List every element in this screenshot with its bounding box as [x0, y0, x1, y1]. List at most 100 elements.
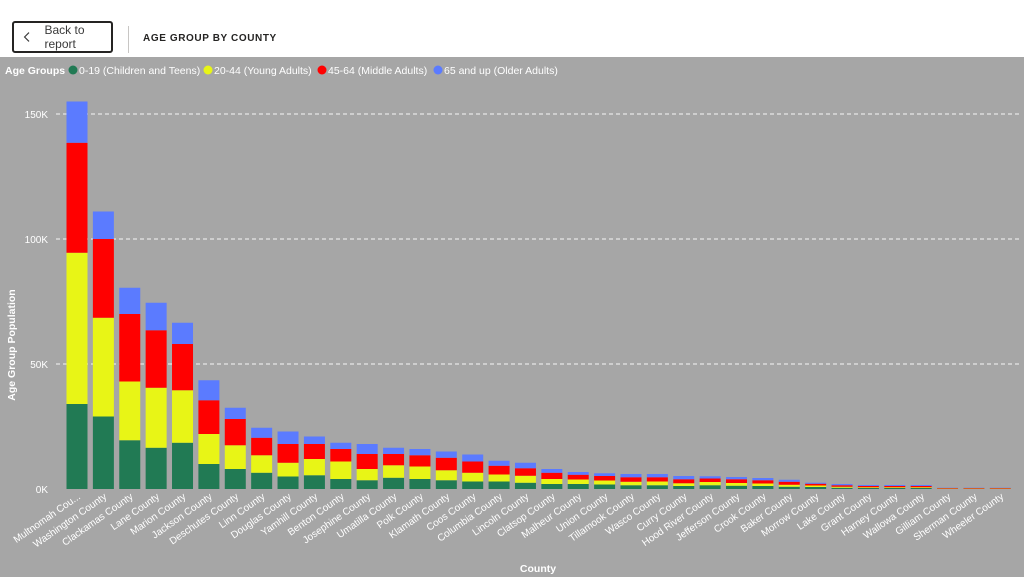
bar-segment[interactable]	[778, 484, 800, 487]
bar-segment[interactable]	[251, 472, 273, 489]
bar-segment[interactable]	[198, 400, 220, 434]
bar-segment[interactable]	[224, 469, 246, 489]
bar-segment[interactable]	[435, 470, 457, 481]
bar-segment[interactable]	[383, 447, 405, 454]
bar-segment[interactable]	[805, 483, 827, 486]
bar-segment[interactable]	[963, 488, 985, 489]
bar-segment[interactable]	[673, 486, 695, 489]
bar-segment[interactable]	[805, 487, 827, 489]
bar-segment[interactable]	[119, 440, 141, 489]
bar-segment[interactable]	[92, 211, 114, 240]
bar-segment[interactable]	[857, 487, 879, 488]
bar-segment[interactable]	[66, 252, 88, 404]
bar-segment[interactable]	[356, 480, 378, 489]
bar-segment[interactable]	[462, 461, 484, 473]
bar-segment[interactable]	[778, 479, 800, 482]
bar-segment[interactable]	[435, 480, 457, 489]
bar-segment[interactable]	[172, 442, 194, 489]
legend-item[interactable]: 45-64 (Middle Adults)	[317, 65, 428, 77]
bar-segment[interactable]	[330, 461, 352, 480]
bar-segment[interactable]	[910, 486, 932, 488]
bar-segment[interactable]	[303, 436, 325, 445]
legend-item[interactable]: 20-44 (Young Adults)	[203, 65, 312, 77]
bar-segment[interactable]	[145, 302, 167, 331]
bar-segment[interactable]	[514, 462, 536, 469]
bar-segment[interactable]	[224, 419, 246, 446]
bar-segment[interactable]	[356, 444, 378, 454]
bar-segment[interactable]	[119, 314, 141, 382]
bar-segment[interactable]	[541, 479, 563, 484]
bar-segment[interactable]	[92, 317, 114, 417]
bar-segment[interactable]	[726, 483, 747, 486]
bar-segment[interactable]	[92, 239, 114, 318]
bar-segment[interactable]	[726, 479, 747, 483]
bar-segment[interactable]	[198, 434, 220, 464]
bar-segment[interactable]	[752, 483, 774, 487]
bar-segment[interactable]	[646, 481, 668, 486]
bar-segment[interactable]	[541, 469, 563, 473]
bar-segment[interactable]	[857, 488, 879, 489]
bar-segment[interactable]	[303, 444, 325, 459]
bar-segment[interactable]	[567, 472, 589, 475]
bar-segment[interactable]	[198, 464, 220, 489]
bar-segment[interactable]	[699, 482, 721, 486]
legend-item[interactable]: 65 and up (Older Adults)	[433, 65, 558, 77]
bar-segment[interactable]	[594, 476, 616, 481]
bar-segment[interactable]	[409, 466, 431, 480]
bar-segment[interactable]	[303, 475, 325, 489]
bar-segment[interactable]	[330, 449, 352, 462]
bar-segment[interactable]	[251, 427, 273, 438]
bar-segment[interactable]	[910, 485, 932, 486]
bar-segment[interactable]	[488, 460, 510, 466]
bar-segment[interactable]	[488, 481, 510, 490]
bar-segment[interactable]	[831, 486, 853, 488]
legend-item[interactable]: 0-19 (Children and Teens)	[68, 65, 201, 77]
bar-segment[interactable]	[673, 476, 695, 480]
bar-segment[interactable]	[66, 404, 88, 489]
bar-segment[interactable]	[884, 485, 906, 486]
bar-segment[interactable]	[805, 482, 827, 484]
bar-segment[interactable]	[646, 485, 668, 489]
bar-segment[interactable]	[567, 484, 589, 489]
bar-segment[interactable]	[172, 344, 194, 391]
bar-segment[interactable]	[251, 437, 273, 456]
bar-segment[interactable]	[119, 381, 141, 441]
bar-segment[interactable]	[831, 485, 853, 487]
bar-segment[interactable]	[910, 488, 932, 489]
bar-segment[interactable]	[726, 485, 747, 489]
bar-segment[interactable]	[514, 475, 536, 483]
bar-segment[interactable]	[462, 472, 484, 482]
bar-segment[interactable]	[383, 477, 405, 489]
bar-segment[interactable]	[752, 486, 774, 489]
bar-segment[interactable]	[831, 487, 853, 489]
bar-segment[interactable]	[145, 387, 167, 448]
bar-segment[interactable]	[594, 484, 616, 490]
bar-segment[interactable]	[330, 479, 352, 489]
bar-segment[interactable]	[646, 474, 668, 478]
bar-segment[interactable]	[277, 444, 299, 463]
bar-segment[interactable]	[778, 481, 800, 485]
bar-segment[interactable]	[356, 454, 378, 469]
bar-segment[interactable]	[92, 416, 114, 490]
bar-segment[interactable]	[778, 486, 800, 489]
bar-segment[interactable]	[277, 462, 299, 477]
bar-segment[interactable]	[910, 487, 932, 488]
bar-segment[interactable]	[937, 488, 959, 489]
bar-segment[interactable]	[541, 484, 563, 489]
bar-segment[interactable]	[699, 476, 721, 479]
bar-segment[interactable]	[145, 330, 167, 388]
bar-segment[interactable]	[805, 485, 827, 488]
bar-segment[interactable]	[303, 459, 325, 476]
bar-segment[interactable]	[488, 465, 510, 475]
bar-segment[interactable]	[620, 481, 642, 486]
bar-segment[interactable]	[620, 477, 642, 482]
bar-segment[interactable]	[594, 480, 616, 485]
bar-segment[interactable]	[699, 485, 721, 489]
bar-segment[interactable]	[251, 455, 273, 473]
bar-segment[interactable]	[356, 469, 378, 481]
bar-segment[interactable]	[409, 449, 431, 456]
bar-segment[interactable]	[409, 455, 431, 467]
bar-segment[interactable]	[594, 473, 616, 476]
bar-segment[interactable]	[198, 380, 220, 401]
bar-segment[interactable]	[646, 477, 668, 482]
